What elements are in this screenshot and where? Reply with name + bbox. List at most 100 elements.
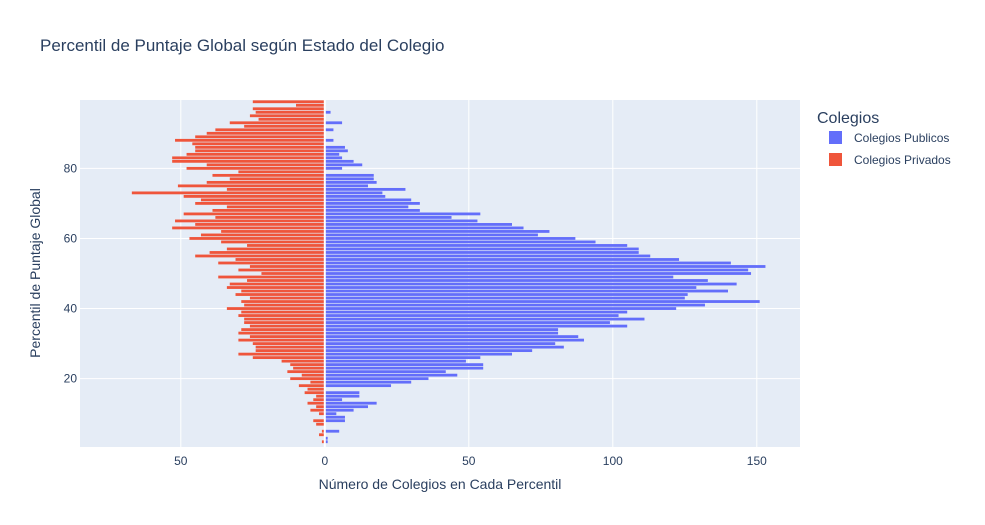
bar-publicos[interactable] <box>324 265 766 268</box>
bar-privados[interactable] <box>238 268 325 272</box>
bar-publicos[interactable] <box>324 415 345 419</box>
bar-privados[interactable] <box>313 419 325 423</box>
bar-privados[interactable] <box>241 300 325 303</box>
bar-publicos[interactable] <box>324 230 550 233</box>
bar-publicos[interactable] <box>324 370 446 374</box>
bar-publicos[interactable] <box>324 352 512 356</box>
bar-privados[interactable] <box>244 124 325 128</box>
bar-publicos[interactable] <box>324 240 596 244</box>
bar-privados[interactable] <box>249 114 325 118</box>
bar-publicos[interactable] <box>324 233 538 237</box>
bar-publicos[interactable] <box>324 212 481 216</box>
bar-publicos[interactable] <box>324 254 651 258</box>
bar-privados[interactable] <box>200 233 325 237</box>
bar-publicos[interactable] <box>324 209 420 212</box>
bar-publicos[interactable] <box>324 219 478 223</box>
bar-publicos[interactable] <box>324 110 331 114</box>
bar-privados[interactable] <box>255 349 325 353</box>
bar-privados[interactable] <box>172 156 325 160</box>
bar-privados[interactable] <box>195 145 325 149</box>
bar-publicos[interactable] <box>324 349 533 353</box>
bar-publicos[interactable] <box>324 198 412 202</box>
bar-privados[interactable] <box>226 307 325 310</box>
bar-publicos[interactable] <box>324 335 579 338</box>
bar-privados[interactable] <box>186 166 325 170</box>
bar-publicos[interactable] <box>324 145 345 149</box>
bar-publicos[interactable] <box>324 251 639 254</box>
bar-publicos[interactable] <box>324 310 628 314</box>
bar-privados[interactable] <box>255 345 325 349</box>
bar-privados[interactable] <box>195 254 325 258</box>
bar-publicos[interactable] <box>324 303 705 307</box>
bar-publicos[interactable] <box>324 184 368 188</box>
bar-publicos[interactable] <box>324 156 343 160</box>
bar-privados[interactable] <box>235 258 325 261</box>
bar-publicos[interactable] <box>324 216 452 219</box>
bar-publicos[interactable] <box>324 412 337 416</box>
bar-privados[interactable] <box>301 373 325 377</box>
bar-privados[interactable] <box>226 187 325 191</box>
bar-privados[interactable] <box>215 216 325 219</box>
bar-privados[interactable] <box>319 433 325 437</box>
bar-privados[interactable] <box>310 408 325 412</box>
bar-privados[interactable] <box>241 328 325 331</box>
bar-publicos[interactable] <box>324 258 680 261</box>
bar-publicos[interactable] <box>324 419 345 423</box>
bar-publicos[interactable] <box>324 359 466 363</box>
bar-privados[interactable] <box>195 223 325 226</box>
bar-privados[interactable] <box>195 149 325 153</box>
bar-privados[interactable] <box>247 244 325 247</box>
bar-publicos[interactable] <box>324 338 584 342</box>
bar-publicos[interactable] <box>324 436 328 440</box>
bar-privados[interactable] <box>321 440 325 444</box>
bar-privados[interactable] <box>229 177 325 181</box>
bar-privados[interactable] <box>183 194 325 198</box>
bar-privados[interactable] <box>226 205 325 209</box>
bar-privados[interactable] <box>247 279 325 282</box>
bar-privados[interactable] <box>316 405 325 409</box>
bar-privados[interactable] <box>183 212 325 216</box>
bar-publicos[interactable] <box>324 296 685 300</box>
bar-privados[interactable] <box>316 394 325 398</box>
bar-publicos[interactable] <box>324 384 392 388</box>
bar-publicos[interactable] <box>324 293 688 296</box>
bar-publicos[interactable] <box>324 440 328 444</box>
bar-publicos[interactable] <box>324 237 576 240</box>
bar-publicos[interactable] <box>324 342 556 346</box>
bar-privados[interactable] <box>307 401 325 405</box>
bar-privados[interactable] <box>321 429 325 433</box>
bar-privados[interactable] <box>249 335 325 338</box>
bar-privados[interactable] <box>206 163 325 167</box>
bar-privados[interactable] <box>244 321 325 324</box>
bar-privados[interactable] <box>186 152 325 156</box>
bar-privados[interactable] <box>238 352 325 356</box>
bar-privados[interactable] <box>261 272 325 275</box>
bar-publicos[interactable] <box>324 363 484 367</box>
bar-privados[interactable] <box>249 296 325 300</box>
bar-publicos[interactable] <box>324 324 628 328</box>
bar-privados[interactable] <box>212 173 325 177</box>
bar-privados[interactable] <box>218 261 325 265</box>
bar-privados[interactable] <box>229 282 325 286</box>
bar-privados[interactable] <box>226 247 325 251</box>
bar-privados[interactable] <box>229 121 325 125</box>
bar-privados[interactable] <box>290 377 325 381</box>
bar-publicos[interactable] <box>324 307 677 310</box>
legend-item-publicos[interactable]: Colegios Publicos <box>829 131 949 145</box>
bar-privados[interactable] <box>255 110 325 114</box>
bar-privados[interactable] <box>310 380 325 384</box>
bar-publicos[interactable] <box>324 223 512 226</box>
bar-publicos[interactable] <box>324 191 383 195</box>
bar-publicos[interactable] <box>324 394 360 398</box>
bar-publicos[interactable] <box>324 398 343 402</box>
bar-privados[interactable] <box>316 422 325 426</box>
bar-privados[interactable] <box>281 359 325 363</box>
bar-publicos[interactable] <box>324 149 348 153</box>
bar-privados[interactable] <box>209 251 325 254</box>
bar-publicos[interactable] <box>324 314 619 317</box>
bar-privados[interactable] <box>221 240 325 244</box>
bar-privados[interactable] <box>189 237 325 240</box>
bar-publicos[interactable] <box>324 377 429 381</box>
bar-privados[interactable] <box>319 412 325 416</box>
bar-privados[interactable] <box>244 303 325 307</box>
